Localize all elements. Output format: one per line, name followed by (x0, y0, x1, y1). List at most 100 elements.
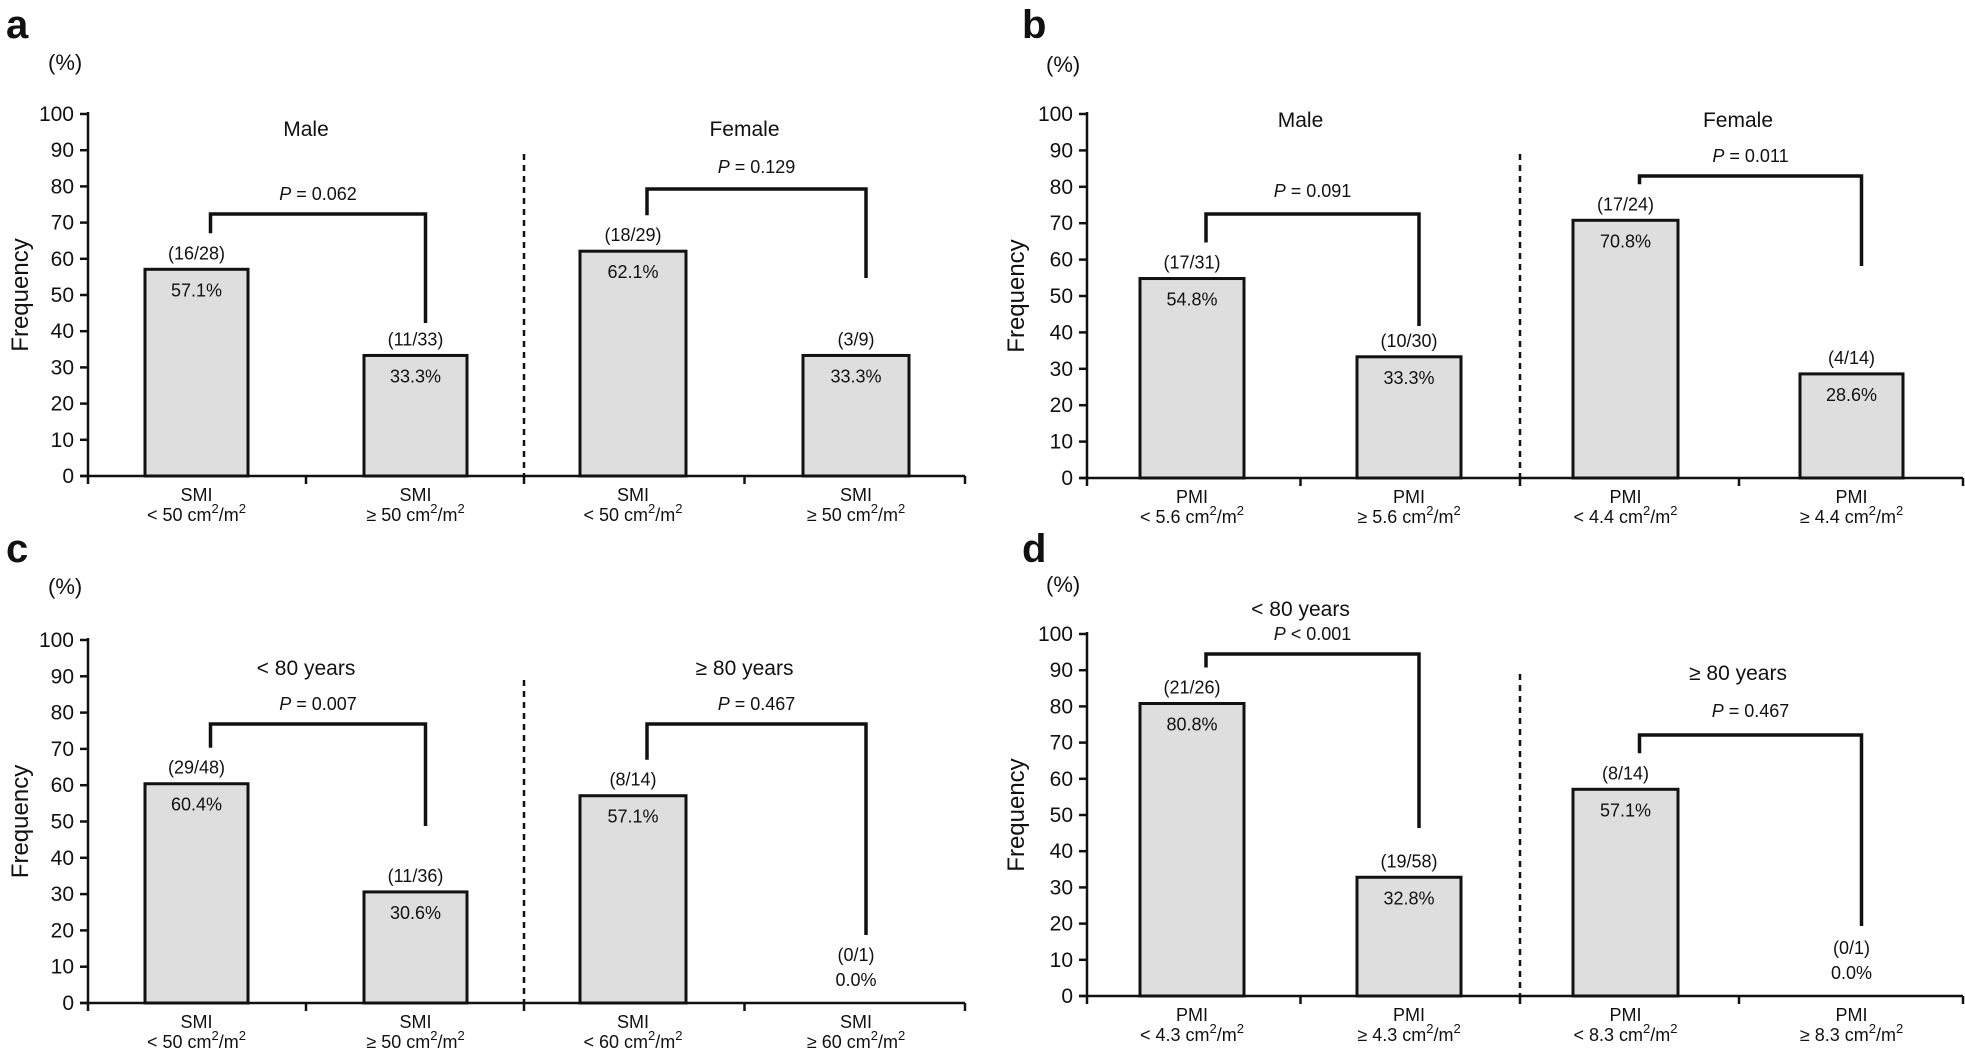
y-tick-label: 20 (1050, 913, 1073, 936)
y-tick-label: 30 (1050, 358, 1073, 381)
bar-count-label: (0/1) (837, 945, 874, 965)
x-category-label: PMI (1393, 1005, 1425, 1025)
x-category-label: PMI (1176, 1005, 1208, 1025)
y-tick-label: 90 (51, 139, 74, 162)
y-unit-label: (%) (1046, 52, 1080, 77)
y-unit-label: (%) (48, 574, 82, 599)
bar-percent-label: 54.8% (1166, 290, 1217, 310)
bar-count-label: (29/48) (168, 758, 225, 778)
group-title: Male (1278, 109, 1324, 132)
p-value-label: P = 0.011 (1712, 146, 1788, 166)
bar (578, 249, 688, 478)
x-category-threshold: ≥ 60 cm2/m2 (807, 1028, 905, 1052)
y-tick-label: 50 (51, 284, 74, 307)
significance-bracket (208, 212, 428, 323)
y-tick-label: 100 (39, 103, 74, 126)
x-category-threshold: < 8.3 cm2/m2 (1574, 1021, 1678, 1045)
bar-count-label: (18/29) (604, 225, 661, 245)
p-value-label: P = 0.467 (1712, 701, 1790, 721)
bar (1798, 372, 1905, 480)
bar-percent-label: 28.6% (1826, 385, 1877, 405)
y-axis-title: Frequency (7, 238, 34, 351)
y-tick-label: 70 (51, 212, 74, 235)
x-category-label: SMI (617, 485, 649, 505)
panel-b: b(%) Frequency 0 10 20 30 40 50 60 70 80 90 100 Male P… (1003, 3, 1965, 527)
x-category-threshold: ≥ 50 cm2/m2 (366, 1028, 464, 1052)
y-tick-label: 100 (1038, 103, 1073, 126)
x-category-label: PMI (1835, 1005, 1867, 1025)
bar-count-label: (8/14) (1602, 763, 1649, 783)
bar-count-label: (3/9) (837, 329, 874, 349)
y-tick-label: 50 (51, 811, 74, 834)
bar-count-label: (17/31) (1163, 253, 1220, 273)
bar-percent-label: 32.8% (1383, 888, 1434, 908)
group-title: < 80 years (1251, 598, 1350, 621)
y-tick-label: 10 (51, 429, 74, 452)
y-axis-title: Frequency (1003, 239, 1030, 352)
x-category-label: SMI (399, 485, 431, 505)
bar-count-label: (19/58) (1380, 851, 1437, 871)
bar-count-label: (11/36) (388, 866, 444, 886)
x-category-label: SMI (617, 1012, 649, 1032)
x-category-threshold: < 5.6 cm2/m2 (1140, 503, 1244, 527)
x-category-threshold: ≥ 4.3 cm2/m2 (1357, 1021, 1460, 1045)
group-title: Female (709, 118, 779, 141)
bar-count-label: (8/14) (609, 770, 656, 790)
x-category-label: PMI (1609, 487, 1641, 507)
group-title: Female (1703, 109, 1773, 132)
y-tick-label: 30 (51, 356, 74, 379)
y-tick-label: 60 (51, 248, 74, 271)
y-tick-label: 70 (51, 738, 74, 761)
panel-letter: d (1022, 527, 1046, 571)
x-category-label: PMI (1176, 487, 1208, 507)
panel-letter: c (6, 527, 28, 571)
y-tick-label: 70 (1050, 212, 1073, 235)
y-tick-label: 60 (1050, 249, 1073, 272)
y-tick-label: 50 (1050, 804, 1073, 827)
bar-percent-label: 60.4% (171, 795, 222, 815)
y-tick-label: 80 (1050, 176, 1073, 199)
bar (1138, 277, 1246, 480)
x-category-threshold: < 4.3 cm2/m2 (1140, 1021, 1244, 1045)
significance-bracket (1637, 733, 1864, 926)
bar (1571, 218, 1680, 480)
y-tick-label: 60 (1050, 768, 1073, 791)
bar-percent-label: 70.8% (1600, 231, 1651, 251)
significance-bracket (1204, 652, 1421, 828)
significance-bracket (645, 187, 868, 278)
x-category-threshold: ≥ 50 cm2/m2 (807, 501, 905, 525)
y-tick-label: 90 (1050, 659, 1073, 682)
x-category-label: PMI (1835, 487, 1867, 507)
bar-percent-label: 62.1% (607, 262, 658, 282)
panel-letter: b (1022, 3, 1046, 47)
x-category-label: PMI (1393, 487, 1425, 507)
bar (578, 794, 688, 1005)
panel-letter: a (6, 3, 29, 47)
y-tick-label: 70 (1050, 732, 1073, 755)
y-tick-label: 10 (51, 956, 74, 979)
significance-bracket (208, 722, 428, 826)
bar-count-label: (21/26) (1163, 678, 1220, 698)
p-value-label: P = 0.467 (718, 694, 796, 714)
bar (1138, 702, 1246, 998)
y-tick-label: 20 (51, 919, 74, 942)
y-unit-label: (%) (1046, 572, 1080, 597)
panel-c: c (%) Frequency 0 10 20 30 40 50 60 70 80 90 100 < 80 … (6, 527, 967, 1052)
bar-count-label: (10/30) (1380, 331, 1437, 351)
y-tick-label: 40 (1050, 840, 1073, 863)
x-category-threshold: ≥ 4.4 cm2/m2 (1800, 503, 1903, 527)
y-tick-label: 40 (1050, 321, 1073, 344)
x-category-threshold: < 50 cm2/m2 (147, 1028, 246, 1052)
x-category-label: SMI (180, 1012, 212, 1032)
bar-percent-label: 33.3% (1383, 368, 1434, 388)
y-tick-label: 80 (1050, 695, 1073, 718)
x-category-threshold: < 60 cm2/m2 (584, 1028, 683, 1052)
y-tick-label: 20 (1050, 394, 1073, 417)
y-tick-label: 0 (1061, 985, 1073, 1008)
y-tick-label: 100 (1038, 623, 1073, 646)
x-category-threshold: ≥ 8.3 cm2/m2 (1800, 1021, 1903, 1045)
bar-count-label: (16/28) (168, 243, 225, 263)
y-tick-label: 20 (51, 393, 74, 416)
y-tick-label: 10 (1050, 949, 1073, 972)
